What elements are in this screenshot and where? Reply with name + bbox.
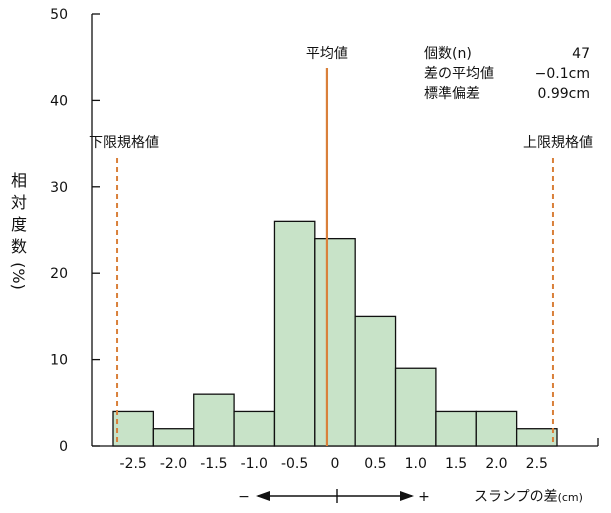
y-tick-label: 50 xyxy=(50,7,68,23)
x-tick-label: 0.5 xyxy=(364,456,386,472)
y-tick-label: 20 xyxy=(50,266,68,282)
upper-limit-label: 上限規格値 xyxy=(523,135,593,151)
histogram-bar xyxy=(435,410,477,447)
bars xyxy=(112,220,558,447)
x-axis: -2.5 -2.0 -1.5 -1.0 -0.5 0 0.5 1.0 1.5 2.0 2.5 xyxy=(92,438,599,472)
x-tick-label: -2.0 xyxy=(160,456,187,472)
x-tick-label: 1.5 xyxy=(445,456,467,472)
y-tick-label: 40 xyxy=(50,93,68,109)
stat-value: 0.99cm xyxy=(537,86,590,102)
x-axis-title: スランプの差(cm) xyxy=(474,489,583,505)
y-axis: 0 10 20 30 40 50 xyxy=(50,7,100,455)
histogram-bar xyxy=(233,410,276,447)
histogram-bar xyxy=(112,410,155,447)
stat-label: 標準偏差 xyxy=(424,86,480,102)
x-tick-label: -1.0 xyxy=(241,456,268,472)
histogram-bar xyxy=(394,367,437,447)
y-tick-label: 10 xyxy=(50,353,68,369)
y-axis-label-part: 相 xyxy=(11,171,27,190)
plus-sign: + xyxy=(418,489,430,505)
stats-box: 個数(n) 47 差の平均値 −0.1cm 標準偏差 0.99cm xyxy=(424,46,590,102)
x-tick-label: 1.0 xyxy=(405,456,427,472)
x-tick-label: 2.0 xyxy=(485,456,507,472)
x-tick-label: 0 xyxy=(331,456,340,472)
x-tick-label: -2.5 xyxy=(120,456,147,472)
minus-sign: − xyxy=(238,489,250,505)
y-tick-label: 0 xyxy=(59,439,68,455)
y-axis-label-part: 対 xyxy=(11,193,27,212)
stat-label: 差の平均値 xyxy=(424,66,494,82)
y-axis-label-part: 度 xyxy=(11,215,27,234)
histogram-bar xyxy=(273,220,316,447)
y-axis-label-part: (%) xyxy=(9,262,28,290)
stat-value: −0.1cm xyxy=(535,66,590,82)
y-tick-label: 30 xyxy=(50,180,68,196)
right-arrow-icon xyxy=(400,491,414,501)
stat-value: 47 xyxy=(572,46,590,62)
x-axis-unit: (cm) xyxy=(558,491,583,504)
lower-limit-label: 下限規格値 xyxy=(89,135,159,151)
x-tick-label: -1.5 xyxy=(200,456,227,472)
histogram-bar xyxy=(314,237,356,447)
histogram-bar xyxy=(515,428,558,447)
x-tick-label: -0.5 xyxy=(281,456,308,472)
y-axis-label-part: 数 xyxy=(11,237,27,256)
x-tick-label: 2.5 xyxy=(526,456,548,472)
histogram-bar xyxy=(152,428,195,447)
histogram-bar xyxy=(475,410,518,447)
stat-label: 個数(n) xyxy=(424,46,472,62)
histogram-bar xyxy=(193,393,235,447)
x-axis-label: − + スランプの差(cm) xyxy=(238,489,583,505)
mean-line-label: 平均値 xyxy=(306,46,348,62)
histogram-bar xyxy=(354,315,397,447)
left-arrow-icon xyxy=(256,491,270,501)
